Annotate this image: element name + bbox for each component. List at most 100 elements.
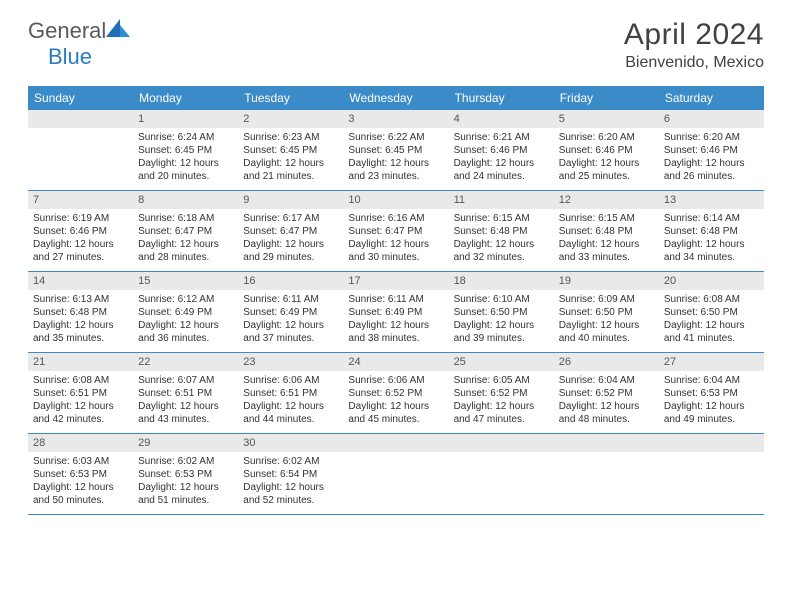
daylight-text: Daylight: 12 hours and 43 minutes.: [138, 400, 233, 426]
daylight-text: Daylight: 12 hours and 36 minutes.: [138, 319, 233, 345]
day-number: [554, 434, 659, 452]
sunrise-text: Sunrise: 6:19 AM: [33, 212, 128, 225]
sunset-text: Sunset: 6:48 PM: [664, 225, 759, 238]
day-details: Sunrise: 6:08 AMSunset: 6:51 PMDaylight:…: [28, 371, 133, 432]
calendar-day: 19Sunrise: 6:09 AMSunset: 6:50 PMDayligh…: [554, 272, 659, 352]
calendar-day: 9Sunrise: 6:17 AMSunset: 6:47 PMDaylight…: [238, 191, 343, 271]
day-number: 9: [238, 191, 343, 209]
calendar-day: 20Sunrise: 6:08 AMSunset: 6:50 PMDayligh…: [659, 272, 764, 352]
calendar-day: 14Sunrise: 6:13 AMSunset: 6:48 PMDayligh…: [28, 272, 133, 352]
calendar: Sunday Monday Tuesday Wednesday Thursday…: [28, 86, 764, 515]
daylight-text: Daylight: 12 hours and 20 minutes.: [138, 157, 233, 183]
day-details: Sunrise: 6:03 AMSunset: 6:53 PMDaylight:…: [28, 452, 133, 513]
sunrise-text: Sunrise: 6:06 AM: [243, 374, 338, 387]
day-details: Sunrise: 6:17 AMSunset: 6:47 PMDaylight:…: [238, 209, 343, 270]
day-number: 28: [28, 434, 133, 452]
day-details: Sunrise: 6:07 AMSunset: 6:51 PMDaylight:…: [133, 371, 238, 432]
day-details: Sunrise: 6:21 AMSunset: 6:46 PMDaylight:…: [449, 128, 554, 189]
day-details: Sunrise: 6:14 AMSunset: 6:48 PMDaylight:…: [659, 209, 764, 270]
day-details: Sunrise: 6:12 AMSunset: 6:49 PMDaylight:…: [133, 290, 238, 351]
day-number: 8: [133, 191, 238, 209]
day-number: 13: [659, 191, 764, 209]
calendar-day: 25Sunrise: 6:05 AMSunset: 6:52 PMDayligh…: [449, 353, 554, 433]
sunset-text: Sunset: 6:51 PM: [243, 387, 338, 400]
calendar-day: 29Sunrise: 6:02 AMSunset: 6:53 PMDayligh…: [133, 434, 238, 514]
daylight-text: Daylight: 12 hours and 51 minutes.: [138, 481, 233, 507]
calendar-week: 7Sunrise: 6:19 AMSunset: 6:46 PMDaylight…: [28, 191, 764, 272]
sunset-text: Sunset: 6:50 PM: [559, 306, 654, 319]
sunrise-text: Sunrise: 6:09 AM: [559, 293, 654, 306]
sunset-text: Sunset: 6:49 PM: [138, 306, 233, 319]
sunset-text: Sunset: 6:46 PM: [559, 144, 654, 157]
brand-name-a: General: [28, 18, 106, 44]
day-number: 24: [343, 353, 448, 371]
day-number: [343, 434, 448, 452]
day-details: Sunrise: 6:11 AMSunset: 6:49 PMDaylight:…: [343, 290, 448, 351]
sunrise-text: Sunrise: 6:08 AM: [33, 374, 128, 387]
day-number: 27: [659, 353, 764, 371]
day-details: Sunrise: 6:02 AMSunset: 6:54 PMDaylight:…: [238, 452, 343, 513]
calendar-day: 13Sunrise: 6:14 AMSunset: 6:48 PMDayligh…: [659, 191, 764, 271]
sunrise-text: Sunrise: 6:11 AM: [243, 293, 338, 306]
daylight-text: Daylight: 12 hours and 39 minutes.: [454, 319, 549, 345]
weekday-monday: Monday: [133, 86, 238, 110]
day-details: Sunrise: 6:06 AMSunset: 6:52 PMDaylight:…: [343, 371, 448, 432]
sunrise-text: Sunrise: 6:18 AM: [138, 212, 233, 225]
day-number: 3: [343, 110, 448, 128]
calendar-day: 21Sunrise: 6:08 AMSunset: 6:51 PMDayligh…: [28, 353, 133, 433]
calendar-day: 30Sunrise: 6:02 AMSunset: 6:54 PMDayligh…: [238, 434, 343, 514]
sunset-text: Sunset: 6:51 PM: [138, 387, 233, 400]
day-number: 7: [28, 191, 133, 209]
sunrise-text: Sunrise: 6:10 AM: [454, 293, 549, 306]
daylight-text: Daylight: 12 hours and 33 minutes.: [559, 238, 654, 264]
page-subtitle: Bienvenido, Mexico: [624, 54, 764, 72]
day-details: Sunrise: 6:05 AMSunset: 6:52 PMDaylight:…: [449, 371, 554, 432]
sunrise-text: Sunrise: 6:16 AM: [348, 212, 443, 225]
day-number: 4: [449, 110, 554, 128]
calendar-day: 17Sunrise: 6:11 AMSunset: 6:49 PMDayligh…: [343, 272, 448, 352]
daylight-text: Daylight: 12 hours and 25 minutes.: [559, 157, 654, 183]
sunset-text: Sunset: 6:53 PM: [33, 468, 128, 481]
day-number: [659, 434, 764, 452]
sunset-text: Sunset: 6:48 PM: [454, 225, 549, 238]
calendar-day: 16Sunrise: 6:11 AMSunset: 6:49 PMDayligh…: [238, 272, 343, 352]
daylight-text: Daylight: 12 hours and 26 minutes.: [664, 157, 759, 183]
calendar-day: [449, 434, 554, 514]
calendar-day: 1Sunrise: 6:24 AMSunset: 6:45 PMDaylight…: [133, 110, 238, 190]
sunrise-text: Sunrise: 6:12 AM: [138, 293, 233, 306]
sunset-text: Sunset: 6:50 PM: [664, 306, 759, 319]
calendar-day: [28, 110, 133, 190]
sunrise-text: Sunrise: 6:06 AM: [348, 374, 443, 387]
weekday-header-row: Sunday Monday Tuesday Wednesday Thursday…: [28, 86, 764, 110]
daylight-text: Daylight: 12 hours and 28 minutes.: [138, 238, 233, 264]
daylight-text: Daylight: 12 hours and 32 minutes.: [454, 238, 549, 264]
sunset-text: Sunset: 6:46 PM: [664, 144, 759, 157]
sunset-text: Sunset: 6:45 PM: [348, 144, 443, 157]
daylight-text: Daylight: 12 hours and 35 minutes.: [33, 319, 128, 345]
sunset-text: Sunset: 6:48 PM: [33, 306, 128, 319]
daylight-text: Daylight: 12 hours and 40 minutes.: [559, 319, 654, 345]
daylight-text: Daylight: 12 hours and 45 minutes.: [348, 400, 443, 426]
day-details: Sunrise: 6:09 AMSunset: 6:50 PMDaylight:…: [554, 290, 659, 351]
day-details: Sunrise: 6:20 AMSunset: 6:46 PMDaylight:…: [659, 128, 764, 189]
daylight-text: Daylight: 12 hours and 47 minutes.: [454, 400, 549, 426]
sunset-text: Sunset: 6:45 PM: [243, 144, 338, 157]
day-number: 1: [133, 110, 238, 128]
day-details: Sunrise: 6:11 AMSunset: 6:49 PMDaylight:…: [238, 290, 343, 351]
sunrise-text: Sunrise: 6:13 AM: [33, 293, 128, 306]
calendar-day: [343, 434, 448, 514]
sunset-text: Sunset: 6:49 PM: [243, 306, 338, 319]
daylight-text: Daylight: 12 hours and 27 minutes.: [33, 238, 128, 264]
sunrise-text: Sunrise: 6:07 AM: [138, 374, 233, 387]
calendar-day: 4Sunrise: 6:21 AMSunset: 6:46 PMDaylight…: [449, 110, 554, 190]
calendar-day: 3Sunrise: 6:22 AMSunset: 6:45 PMDaylight…: [343, 110, 448, 190]
sunrise-text: Sunrise: 6:15 AM: [559, 212, 654, 225]
calendar-week: 14Sunrise: 6:13 AMSunset: 6:48 PMDayligh…: [28, 272, 764, 353]
day-details: Sunrise: 6:24 AMSunset: 6:45 PMDaylight:…: [133, 128, 238, 189]
daylight-text: Daylight: 12 hours and 21 minutes.: [243, 157, 338, 183]
day-details: Sunrise: 6:10 AMSunset: 6:50 PMDaylight:…: [449, 290, 554, 351]
calendar-day: 8Sunrise: 6:18 AMSunset: 6:47 PMDaylight…: [133, 191, 238, 271]
day-number: 19: [554, 272, 659, 290]
sunset-text: Sunset: 6:51 PM: [33, 387, 128, 400]
daylight-text: Daylight: 12 hours and 23 minutes.: [348, 157, 443, 183]
